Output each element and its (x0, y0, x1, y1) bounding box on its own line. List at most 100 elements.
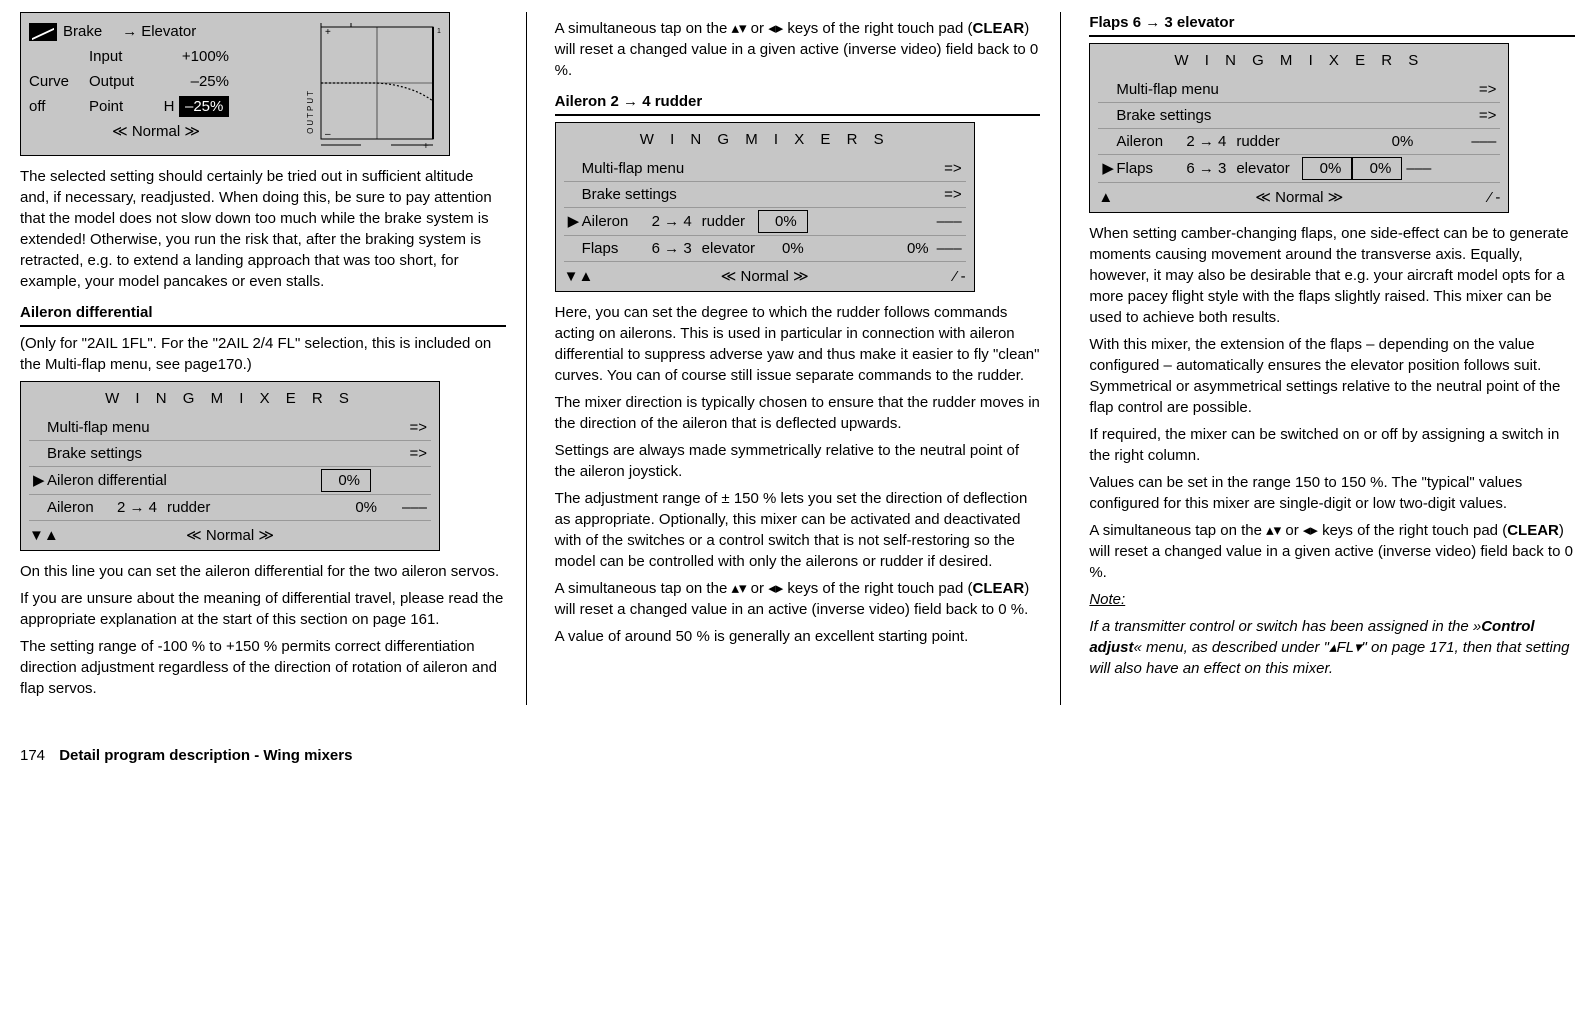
note-body: If a transmitter control or switch has b… (1089, 616, 1575, 679)
lcd2-r4c: elevator (698, 238, 768, 259)
lcd2-r2: Brake settings (578, 184, 940, 205)
col2-para3: The mixer direction is typically chosen … (555, 392, 1041, 434)
arrow-icon: → (122, 21, 137, 42)
col2-para5: The adjustment range of ± 150 % lets you… (555, 488, 1041, 572)
lcd2-r4b: 6 → 3 (648, 238, 698, 259)
col1-para2: On this line you can set the aileron dif… (20, 561, 506, 582)
input-label: Input (89, 46, 159, 67)
lcd3-r2: Brake settings (1112, 105, 1474, 126)
curve-label: Curve (29, 71, 89, 92)
lcd2-r3d: ––– (933, 211, 966, 232)
lcd2-r2v: => (940, 184, 966, 205)
lcd3-r4b: 6 → 3 (1182, 158, 1232, 179)
col2-para6: A simultaneous tap on the ▴▾ or ◂▸ keys … (555, 578, 1041, 620)
lcd3-title: W I N G M I X E R S (1098, 50, 1500, 71)
page-number: 174 (20, 747, 45, 764)
lcd3-r1: Multi-flap menu (1112, 79, 1474, 100)
col3-para5: A simultaneous tap on the ▴▾ or ◂▸ keys … (1089, 520, 1575, 583)
nav-normal: ≪ Normal ≫ (1214, 187, 1385, 208)
col2-para2: Here, you can set the degree to which th… (555, 302, 1041, 386)
lcd3-r4v2: 0% (1352, 157, 1402, 180)
lcd2-r3c: rudder (698, 211, 758, 232)
aileron-rudder-heading: Aileron 2 → 4 rudder (555, 91, 1041, 112)
curve-graph: OUTPUT 100 + – + (291, 19, 441, 149)
lcd2-r4d: ––– (933, 238, 966, 259)
lcd1-r3: Aileron differential (43, 470, 321, 491)
point-label: Point (89, 96, 159, 117)
lcd1-r3v: 0% (321, 469, 371, 492)
point-key: H (159, 96, 179, 117)
lcd3-r4a: Flaps (1112, 158, 1182, 179)
output-value: –25% (159, 71, 229, 92)
col3-para4: Values can be set in the range 150 to 15… (1089, 472, 1575, 514)
lcd1-r4c: rudder (163, 497, 351, 518)
pointer-icon: ▶ (1098, 158, 1112, 179)
lcd1-r4v: 0% (351, 497, 381, 518)
lcd3-r3b: 2 → 4 (1182, 131, 1232, 152)
col1-sub1: (Only for "2AIL 1FL". For the "2AIL 2/4 … (20, 333, 506, 375)
lcd-panel-1: W I N G M I X E R S Multi-flap menu => B… (20, 381, 440, 551)
lcd2-r3v: 0% (758, 210, 808, 233)
col3-para2: With this mixer, the extension of the fl… (1089, 334, 1575, 418)
elevator-label: Elevator (141, 21, 196, 42)
col3-para3: If required, the mixer can be switched o… (1089, 424, 1575, 466)
lcd1-title: W I N G M I X E R S (29, 388, 431, 409)
col1-para3: If you are unsure about the meaning of d… (20, 588, 506, 630)
aileron-diff-heading: Aileron differential (20, 302, 506, 323)
pointer-icon: ▶ (29, 470, 43, 491)
col2-para7: A value of around 50 % is generally an e… (555, 626, 1041, 647)
column-3: Flaps 6 → 3 elevator W I N G M I X E R S… (1089, 12, 1575, 705)
nav-switch-icon: ⁄ - (880, 266, 966, 287)
lcd2-r4v1: 0% (768, 238, 808, 259)
lcd1-r4b: 2 → 4 (113, 497, 163, 518)
nav-normal: ≪ Normal ≫ (679, 266, 850, 287)
curve-panel: Brake → Elevator Input +100% Curve Outpu… (20, 12, 450, 156)
lcd2-r3a: Aileron (578, 211, 648, 232)
footer-title: Detail program description - Wing mixers (59, 747, 352, 764)
lcd3-r3c: rudder (1232, 131, 1302, 152)
lcd3-r3a: Aileron (1112, 131, 1182, 152)
lcd1-r2: Brake settings (43, 443, 405, 464)
lcd2-r3b: 2 → 4 (648, 211, 698, 232)
nav-normal: ≪ Normal ≫ (145, 525, 316, 546)
lcd3-r4v1: 0% (1302, 157, 1352, 180)
lcd2-title: W I N G M I X E R S (564, 129, 966, 150)
svg-text:–: – (325, 129, 331, 140)
lcd1-r4a: Aileron (43, 497, 113, 518)
flaps-elevator-heading: Flaps 6 → 3 elevator (1089, 12, 1575, 33)
brake-label: Brake (63, 21, 102, 42)
lcd3-r3v: 0% (1302, 131, 1417, 152)
page-footer: 174 Detail program description - Wing mi… (20, 745, 1575, 766)
lcd1-r4d: ––– (381, 497, 431, 518)
svg-text:+: + (325, 27, 331, 38)
pointer-icon: ▶ (564, 211, 578, 232)
note-heading: Note: (1089, 591, 1125, 608)
point-value-inverse: –25% (179, 96, 229, 117)
output-label: Output (89, 71, 159, 92)
lcd3-r2v: => (1475, 105, 1501, 126)
nav-arrows-icon: ▼▲ (29, 525, 115, 546)
lcd2-r1v: => (940, 158, 966, 179)
col2-para4: Settings are always made symmetrically r… (555, 440, 1041, 482)
normal-nav: ≪ Normal ≫ (112, 121, 200, 142)
off-label: off (29, 96, 89, 117)
lcd3-r3d: ––– (1467, 131, 1500, 152)
column-2: A simultaneous tap on the ▴▾ or ◂▸ keys … (555, 12, 1062, 705)
lcd1-r1v: => (405, 417, 431, 438)
lcd3-r1v: => (1475, 79, 1501, 100)
lcd1-r2v: => (405, 443, 431, 464)
page-columns: Brake → Elevator Input +100% Curve Outpu… (20, 12, 1575, 705)
lcd2-r4a: Flaps (578, 238, 648, 259)
column-1: Brake → Elevator Input +100% Curve Outpu… (20, 12, 527, 705)
nav-arrows-icon: ▼▲ (564, 266, 650, 287)
svg-text:100: 100 (437, 28, 441, 35)
lcd2-r4v2: 0% (808, 238, 933, 259)
lcd-panel-2: W I N G M I X E R S Multi-flap menu => B… (555, 122, 975, 292)
col1-para4: The setting range of -100 % to +150 % pe… (20, 636, 506, 699)
lcd-panel-3: W I N G M I X E R S Multi-flap menu => B… (1089, 43, 1509, 213)
lcd2-r1: Multi-flap menu (578, 158, 940, 179)
input-value: +100% (159, 46, 229, 67)
svg-text:OUTPUT: OUTPUT (306, 89, 315, 134)
col2-para1: A simultaneous tap on the ▴▾ or ◂▸ keys … (555, 18, 1041, 81)
lcd1-r1: Multi-flap menu (43, 417, 405, 438)
